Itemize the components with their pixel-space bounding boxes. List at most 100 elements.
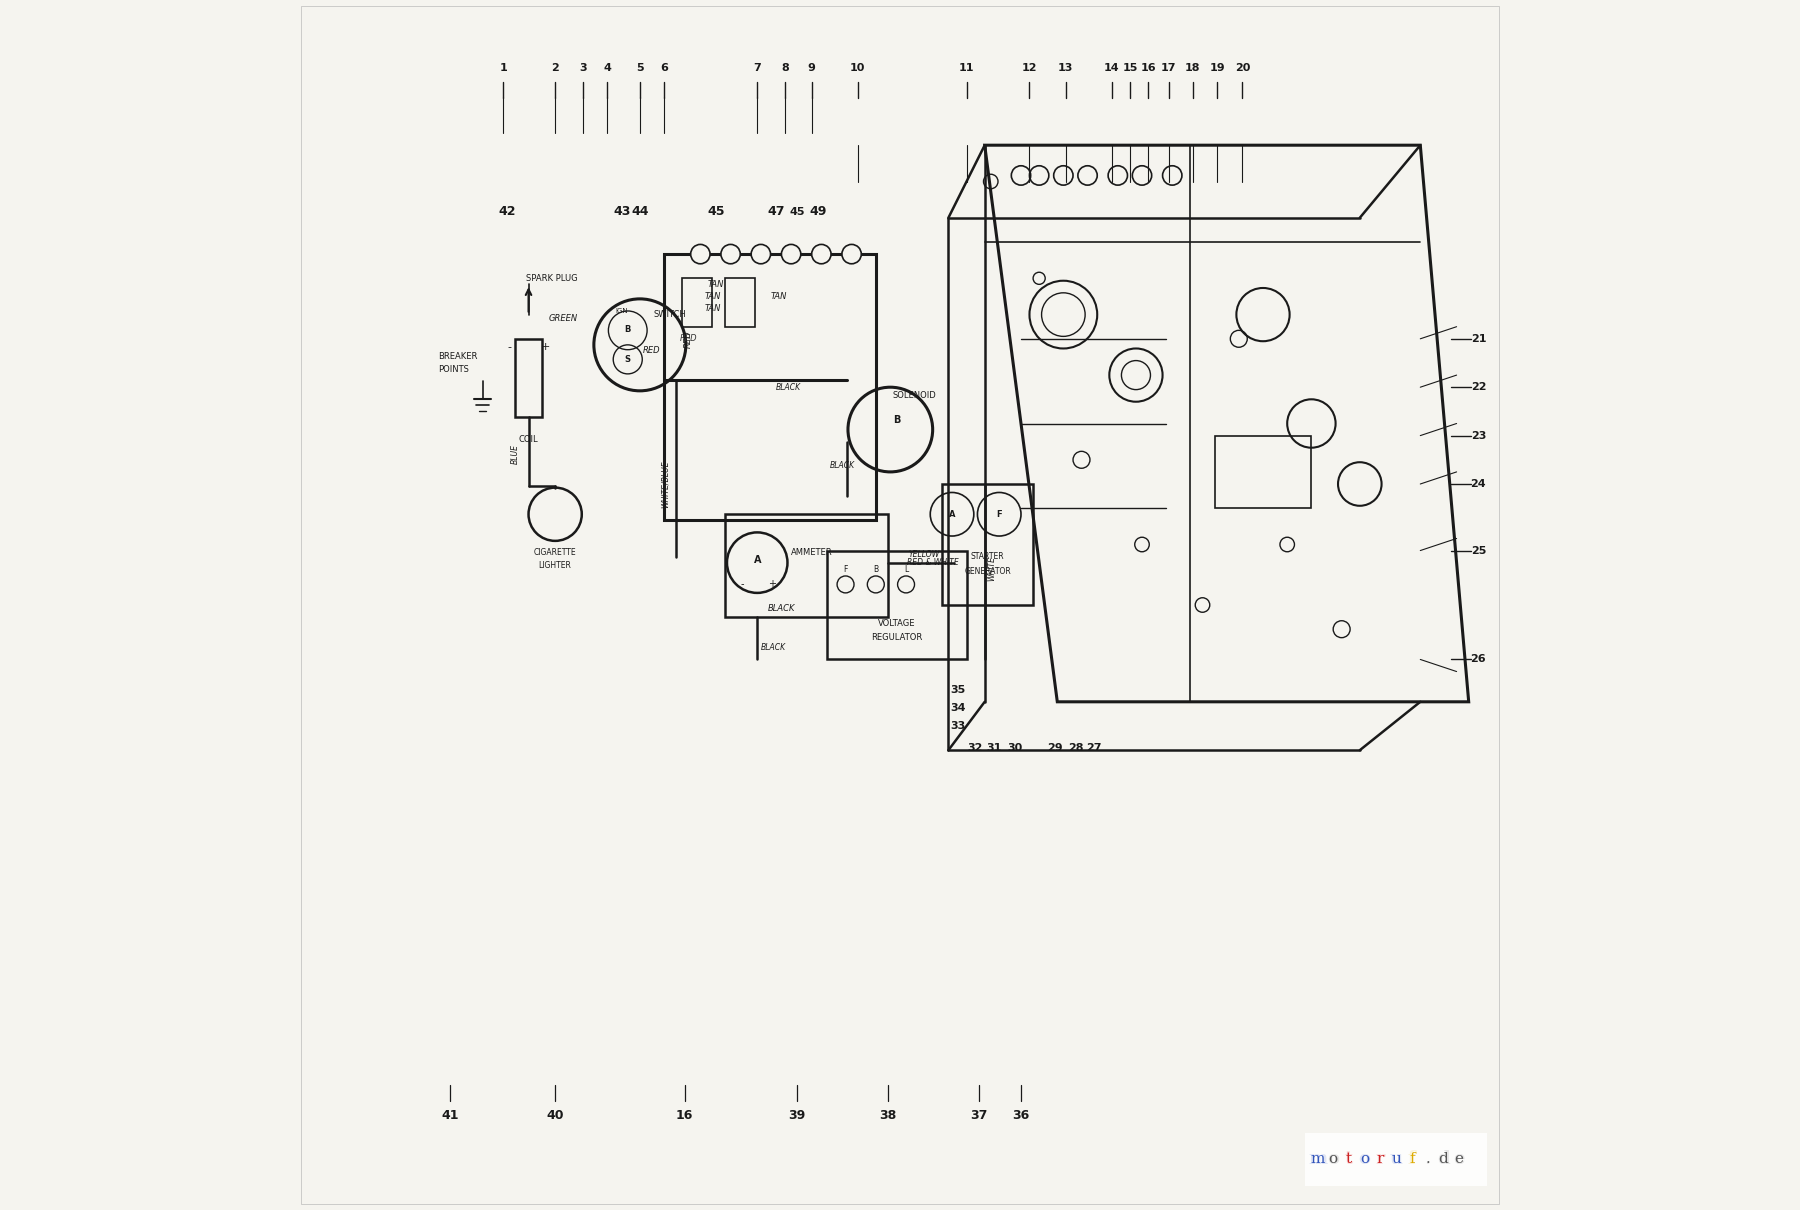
Text: 3: 3 [580, 63, 587, 73]
Text: F: F [997, 509, 1003, 519]
Text: 12: 12 [1022, 63, 1037, 73]
Text: 34: 34 [950, 703, 967, 713]
Text: VOLTAGE: VOLTAGE [878, 618, 916, 628]
Text: 32: 32 [967, 743, 983, 753]
Text: f: f [1408, 1151, 1417, 1168]
Text: L: L [904, 565, 909, 575]
Text: 20: 20 [1235, 63, 1251, 73]
Text: BLACK: BLACK [776, 382, 801, 392]
Text: TAN: TAN [704, 292, 720, 301]
Text: RED: RED [684, 330, 693, 347]
Circle shape [781, 244, 801, 264]
Text: AMMETER: AMMETER [790, 548, 832, 558]
Bar [1215, 436, 1312, 508]
Text: 26: 26 [1471, 655, 1487, 664]
Text: POINTS: POINTS [437, 364, 468, 374]
Circle shape [842, 244, 860, 264]
Text: LIGHTER: LIGHTER [538, 560, 572, 570]
Circle shape [722, 244, 740, 264]
Text: .: . [1426, 1152, 1429, 1166]
Text: 41: 41 [441, 1110, 459, 1122]
Text: 38: 38 [878, 1110, 896, 1122]
Text: 7: 7 [754, 63, 761, 73]
Text: 36: 36 [1012, 1110, 1030, 1122]
Text: 43: 43 [614, 206, 630, 218]
Text: u: u [1391, 1152, 1400, 1166]
Text: BLUE: BLUE [511, 444, 520, 463]
Text: COIL: COIL [518, 434, 538, 444]
Text: 5: 5 [635, 63, 644, 73]
Text: +: + [769, 580, 776, 589]
Text: t: t [1345, 1151, 1354, 1168]
Text: CIGARETTE: CIGARETTE [535, 548, 576, 558]
Text: r: r [1377, 1152, 1384, 1166]
Text: 40: 40 [547, 1110, 563, 1122]
Text: -: - [742, 580, 745, 589]
Text: YELLOW: YELLOW [909, 549, 940, 559]
Text: 25: 25 [1471, 546, 1487, 555]
Bar [1305, 1133, 1487, 1186]
Text: TAN: TAN [707, 280, 724, 289]
Text: t: t [1346, 1152, 1352, 1166]
Text: 37: 37 [970, 1110, 988, 1122]
Text: BLACK: BLACK [830, 461, 855, 471]
Text: 45: 45 [790, 207, 805, 217]
Text: 44: 44 [632, 206, 648, 218]
Text: GREEN: GREEN [549, 313, 578, 323]
Text: WHITE/BLUE: WHITE/BLUE [661, 460, 670, 508]
Text: 4: 4 [603, 63, 612, 73]
Text: 1: 1 [499, 63, 508, 73]
Text: e: e [1454, 1152, 1463, 1166]
Text: 14: 14 [1103, 63, 1120, 73]
Text: 24: 24 [1471, 479, 1487, 489]
Text: RED & WHITE: RED & WHITE [907, 558, 959, 567]
Text: 28: 28 [1067, 743, 1084, 753]
Circle shape [691, 244, 709, 264]
Circle shape [812, 244, 832, 264]
Text: o: o [1359, 1151, 1370, 1168]
Text: A: A [754, 555, 761, 565]
Text: F: F [844, 565, 848, 575]
Text: r: r [1375, 1151, 1386, 1168]
Text: TAN: TAN [770, 292, 787, 301]
Text: SPARK PLUG: SPARK PLUG [526, 273, 578, 283]
Text: 47: 47 [769, 206, 785, 218]
Text: 31: 31 [986, 743, 1003, 753]
Text: e: e [1453, 1151, 1465, 1168]
Text: TAN: TAN [704, 304, 720, 313]
Text: REGULATOR: REGULATOR [871, 633, 923, 643]
Text: 17: 17 [1161, 63, 1177, 73]
Bar [828, 551, 967, 659]
Text: o: o [1361, 1152, 1370, 1166]
Text: RED: RED [679, 334, 697, 344]
Text: 21: 21 [1471, 334, 1487, 344]
Text: m: m [1310, 1152, 1325, 1166]
Text: B: B [873, 565, 878, 575]
Text: 2: 2 [551, 63, 560, 73]
Bar [943, 484, 1033, 605]
Text: SWITCH: SWITCH [653, 310, 686, 319]
Text: GENERATOR: GENERATOR [965, 566, 1012, 576]
Text: 8: 8 [781, 63, 788, 73]
Text: 27: 27 [1085, 743, 1102, 753]
Text: 49: 49 [808, 206, 826, 218]
Text: A: A [949, 509, 956, 519]
Text: f: f [1409, 1152, 1415, 1166]
Text: d: d [1436, 1151, 1449, 1168]
Text: 23: 23 [1471, 431, 1487, 440]
Text: 11: 11 [959, 63, 974, 73]
Text: 16: 16 [677, 1110, 693, 1122]
Text: 18: 18 [1184, 63, 1201, 73]
Bar [682, 278, 713, 327]
Text: 6: 6 [661, 63, 668, 73]
Text: 15: 15 [1121, 63, 1138, 73]
Text: +: + [540, 342, 551, 352]
Text: o: o [1328, 1152, 1337, 1166]
Text: IGN: IGN [616, 309, 628, 313]
Bar [515, 339, 542, 417]
Text: 30: 30 [1008, 743, 1022, 753]
Text: 22: 22 [1471, 382, 1487, 392]
Text: 45: 45 [707, 206, 725, 218]
Text: BLACK: BLACK [767, 604, 796, 613]
Text: 19: 19 [1210, 63, 1224, 73]
